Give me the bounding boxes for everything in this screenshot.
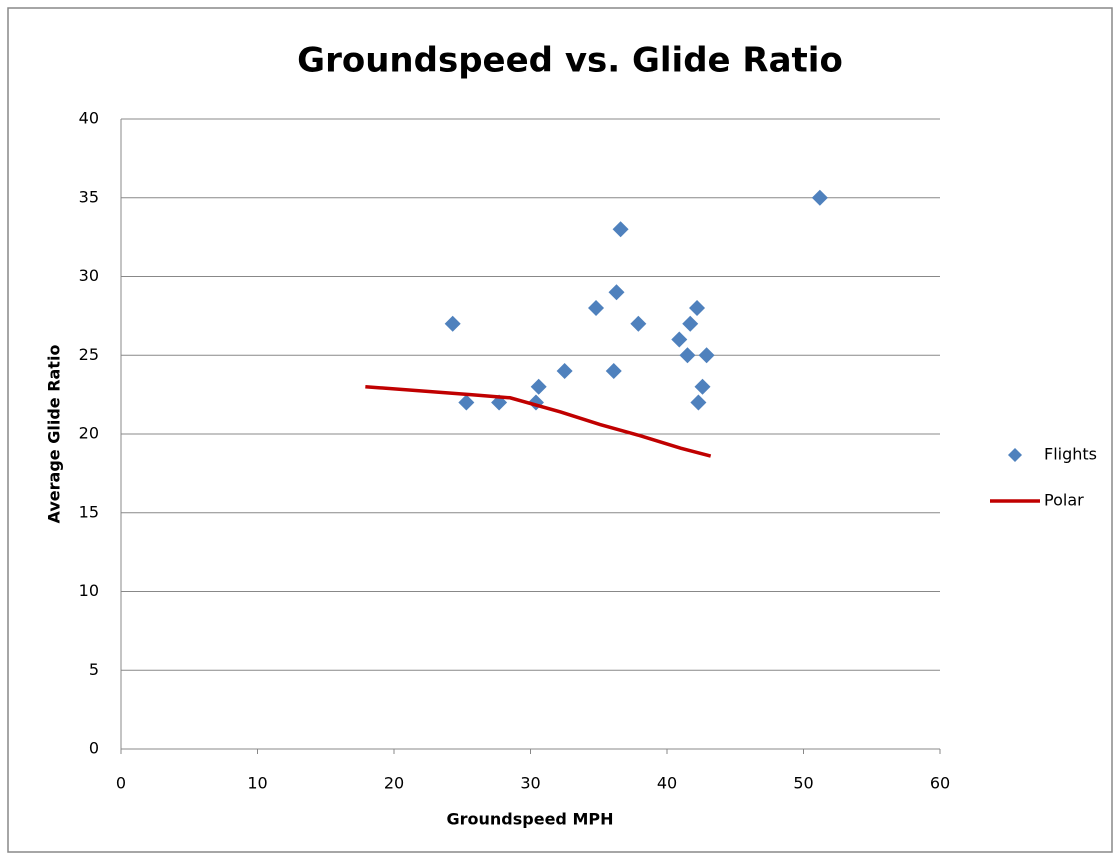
y-tick-label: 0	[89, 739, 99, 758]
chart-title: Groundspeed vs. Glide Ratio	[297, 41, 843, 81]
data-point	[556, 363, 573, 379]
y-tick-label: 40	[79, 109, 99, 128]
data-point	[698, 347, 715, 364]
y-tick-label: 15	[79, 502, 99, 521]
x-tick-label: 50	[793, 774, 813, 793]
chart-frame	[7, 7, 1113, 853]
x-tick-label: 10	[247, 774, 267, 793]
x-tick-label: 60	[930, 774, 950, 793]
data-point	[530, 378, 547, 395]
data-point	[458, 394, 475, 411]
data-point	[689, 300, 706, 316]
x-tick-label: 40	[657, 774, 677, 793]
data-point	[811, 189, 828, 206]
legend-marker	[1008, 448, 1022, 462]
data-point	[608, 284, 625, 301]
y-tick-label: 35	[79, 187, 99, 206]
x-axis-title: Groundspeed MPH	[447, 810, 614, 829]
data-point	[679, 347, 696, 364]
y-tick-label: 25	[79, 345, 99, 364]
x-tick-label: 0	[116, 774, 126, 793]
data-point	[671, 331, 688, 348]
legend-label: Flights	[1044, 445, 1097, 464]
y-axis-title: Average Glide Ratio	[45, 345, 64, 524]
x-tick-label: 30	[520, 774, 540, 793]
data-point	[605, 363, 622, 379]
data-point	[630, 315, 647, 332]
data-point	[444, 315, 461, 332]
series-line	[365, 385, 712, 458]
data-point	[612, 221, 629, 238]
y-tick-label: 20	[79, 424, 99, 443]
data-point	[690, 394, 707, 411]
data-point	[588, 300, 605, 316]
data-point	[694, 378, 711, 395]
x-tick-label: 20	[384, 774, 404, 793]
y-tick-label: 5	[89, 660, 99, 679]
y-tick-label: 10	[79, 581, 99, 600]
legend-label: Polar	[1044, 491, 1084, 510]
y-tick-label: 30	[79, 266, 99, 285]
data-point	[682, 315, 699, 332]
